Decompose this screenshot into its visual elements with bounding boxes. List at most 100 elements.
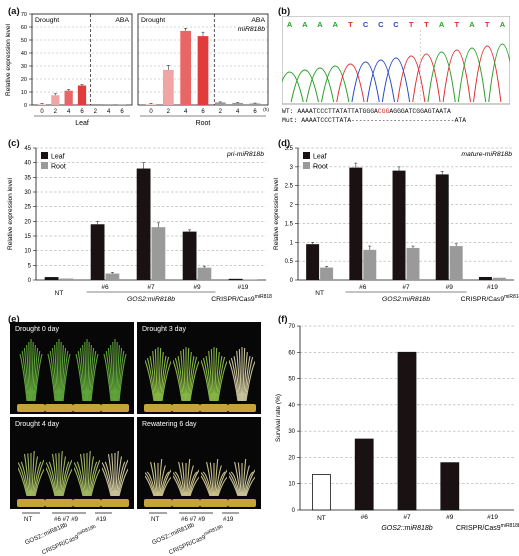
bar (91, 103, 100, 105)
x-tick-label: 0 (40, 109, 44, 115)
y-tick-label: 2.5 (285, 184, 294, 190)
x-tick-label: #9 (193, 284, 201, 291)
base-call: A (439, 20, 445, 29)
rice-plant (172, 343, 200, 406)
label-oe-lines-right: #6 #7 #9 (181, 516, 206, 523)
photo-rewatering-6-day: Rewatering 6 day (137, 417, 261, 509)
plant-photo-panel: Drought 0 day Drought 3 day Drought 4 da… (10, 322, 268, 556)
y-axis-label: Relative expression level (5, 24, 12, 96)
rice-plant (46, 337, 72, 406)
y-tick-label: 30 (21, 64, 27, 70)
panel-label-f: (f) (278, 314, 288, 325)
trace-peak (305, 67, 335, 103)
rice-plant (102, 337, 128, 406)
bar (440, 462, 460, 511)
x-tick-label: NT (55, 290, 64, 297)
x-tick-label: #9 (446, 514, 454, 521)
photo-caption: Drought 4 day (15, 421, 59, 428)
mut-seq-part2: ---------------------------ATA (351, 117, 467, 124)
legend-label-leaf: Leaf (313, 154, 327, 161)
trace-peak (488, 43, 510, 103)
bar-root (449, 246, 463, 280)
y-axis-label: Relative expression level (7, 178, 14, 250)
y-tick-label: 40 (288, 403, 295, 409)
gene-annotation: miR818b (238, 26, 265, 33)
base-call: T (455, 20, 460, 29)
photo-label-underlines (22, 512, 239, 514)
plant-pot (73, 404, 101, 412)
rice-plant (42, 446, 76, 501)
y-tick-label: 0 (24, 103, 27, 109)
base-call: A (332, 20, 338, 29)
x-tick-label: #19 (238, 284, 249, 291)
x-tick-label: 2 (54, 109, 58, 115)
base-call: T (409, 20, 414, 29)
panel-label-e: (e) (8, 314, 20, 325)
x-tick-label: NT (315, 290, 324, 297)
y-tick-label: 20 (288, 455, 295, 461)
y-tick-label: 0 (290, 278, 294, 284)
x-tick-label: 4 (236, 109, 240, 115)
y-tick-label: 70 (21, 12, 27, 18)
bar-leaf (228, 278, 243, 280)
bar-leaf (478, 276, 492, 280)
bar-leaf (182, 231, 197, 280)
x-tick-label: #19 (487, 514, 498, 521)
plant-pot (17, 404, 45, 412)
base-call: A (469, 20, 475, 29)
trace-peak (366, 59, 395, 103)
panel-label-b: (b) (278, 6, 291, 17)
y-tick-label: 20 (24, 219, 31, 225)
y-tick-label: 15 (24, 234, 31, 240)
plant-pot (228, 499, 256, 507)
chart-f-survival-rate: Survival rate (%) 0 10 20 30 40 50 60 70 NT #6 #7 #9… (275, 324, 519, 532)
rice-plant (228, 343, 256, 406)
trace-peak (321, 65, 350, 103)
y-axis-label: Survival rate (%) (275, 394, 282, 442)
bar (77, 85, 87, 105)
bar-root (406, 247, 420, 280)
rice-plant (200, 343, 228, 406)
base-call: A (500, 20, 506, 29)
mut-seq-part1: AAAATCCCTTATA (301, 117, 352, 124)
bar (117, 104, 127, 105)
legend-label-leaf: Leaf (51, 154, 65, 161)
x-tick-label: 2 (94, 109, 98, 115)
bar-leaf (435, 174, 449, 280)
y-tick-label: 20 (21, 77, 27, 83)
mut-sequence-line: Mut: AAAATCCCTTATA----------------------… (282, 117, 466, 124)
plant-pot (17, 499, 45, 507)
bar-leaf (90, 224, 105, 280)
bar-root (151, 227, 166, 280)
rice-plant (18, 337, 44, 406)
y-tick-label: 1 (290, 240, 294, 246)
bar-root (197, 267, 212, 280)
x-tick-label: #7 (402, 284, 410, 291)
legend-swatch-root (41, 162, 48, 169)
y-tick-label: 45 (24, 146, 31, 152)
mut-label: Mut: (282, 117, 298, 124)
group-label-aba: ABA (251, 17, 265, 24)
panel-label-d: (d) (278, 138, 291, 149)
y-tick-label: 25 (24, 205, 31, 211)
rice-plant (223, 454, 261, 501)
trace-peak (427, 51, 456, 103)
gene-annotation: mature-miR818b (461, 151, 512, 158)
trace-peak (351, 61, 380, 103)
bar (232, 102, 244, 105)
chromatogram-frame (282, 16, 510, 105)
plant-pot (200, 499, 228, 507)
panel-label-a: (a) (8, 6, 20, 17)
label-oe-lines-left: #6 #7 #9 (54, 516, 79, 523)
plant-pot (144, 499, 172, 507)
plant-pot (101, 404, 129, 412)
bar-root (363, 249, 377, 280)
x-tick-label: 6 (201, 109, 205, 115)
rice-plant (195, 454, 233, 501)
photo-drought-3-day: Drought 3 day (137, 322, 261, 414)
base-call: A (302, 20, 308, 29)
x-unit-label: (h) (263, 107, 269, 113)
bar-root (320, 267, 334, 280)
